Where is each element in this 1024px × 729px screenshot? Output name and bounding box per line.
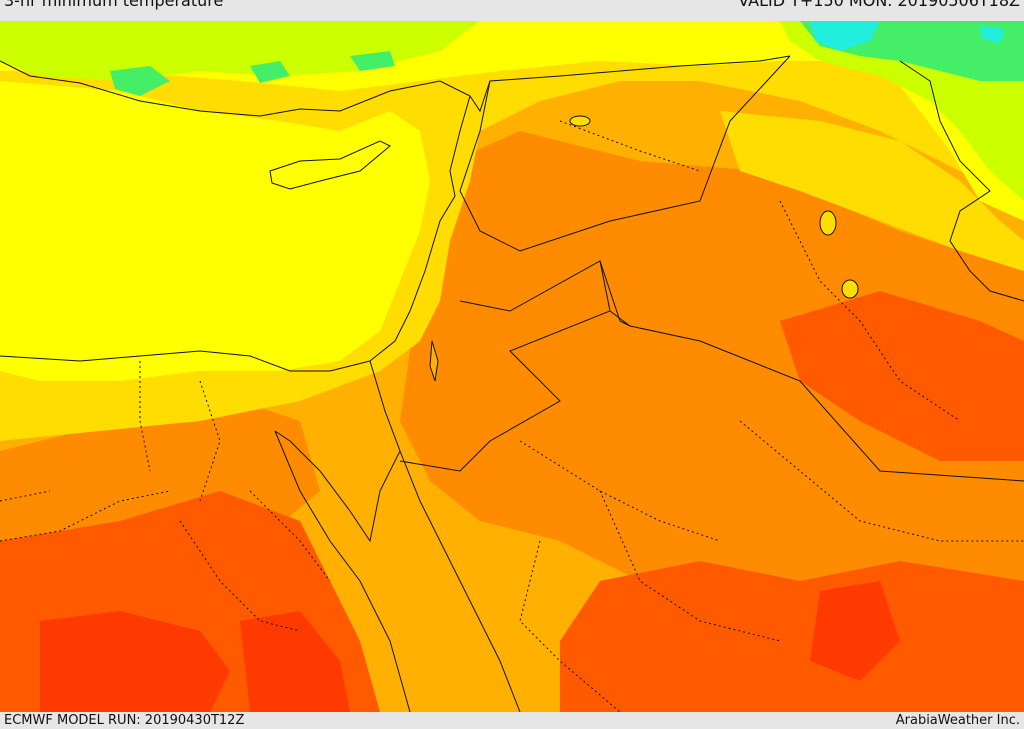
green-field-nw [110, 51, 395, 96]
country-borders [0, 55, 1024, 712]
lake-razazah [841, 279, 859, 299]
red-sea [350, 541, 520, 712]
map-title: 3-hr minimum temperature [4, 0, 224, 10]
dark-orange-field-se [560, 561, 1024, 712]
dead-sea [429, 340, 439, 382]
admin-borders [0, 120, 1024, 712]
lake-tharthar [819, 210, 837, 236]
map-canvas [0, 21, 1024, 712]
orange-field [400, 131, 1024, 641]
cyprus [269, 140, 391, 190]
map-header: 3-hr minimum temperature VALID T+150 MON… [0, 0, 1024, 21]
red-field-1 [40, 611, 230, 712]
model-run: ECMWF MODEL RUN: 20190430T12Z [4, 713, 245, 728]
temperature-map[interactable] [0, 21, 1024, 712]
red-field-3 [810, 581, 900, 681]
valid-time: VALID T+150 MON. 20190506T18Z [738, 0, 1020, 10]
red-field-2 [240, 611, 350, 712]
credit-text: ArabiaWeather Inc. [895, 713, 1020, 728]
cyan-field [810, 21, 1005, 51]
map-footer: ECMWF MODEL RUN: 20190430T12Z ArabiaWeat… [0, 712, 1024, 729]
lake-assad [569, 115, 591, 127]
mediterranean-sea [0, 81, 430, 381]
gold-field-east [720, 111, 1024, 271]
dark-orange-field-ne [780, 291, 1024, 461]
